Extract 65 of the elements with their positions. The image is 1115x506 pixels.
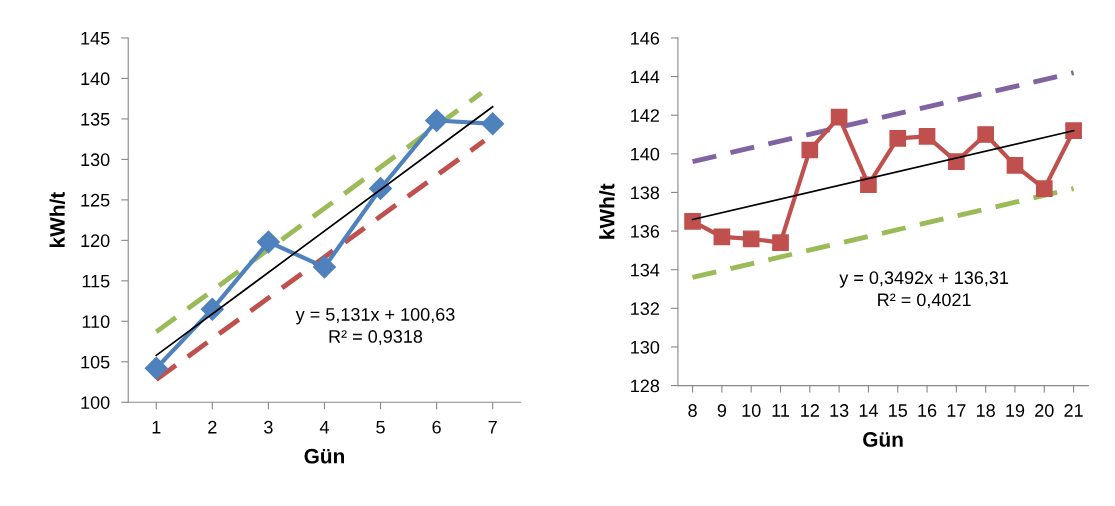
y-tick-label: 138 [631, 186, 660, 200]
point [256, 230, 280, 254]
point [742, 230, 760, 248]
y-tick-label: 120 [81, 234, 110, 248]
x-tick-label: 7 [488, 420, 497, 434]
point [684, 213, 701, 230]
x-tick-label: 12 [801, 404, 819, 417]
x-tick-label: 16 [918, 404, 937, 417]
y-tick-label: 144 [631, 70, 660, 84]
point [918, 128, 936, 145]
y-tick-label: 145 [81, 32, 110, 45]
y-tick-label: 125 [81, 193, 110, 207]
y-axis-title: kWh/t [599, 183, 615, 239]
x-tick-label: 6 [432, 420, 441, 434]
point [481, 112, 505, 136]
point [1006, 157, 1024, 174]
x-axis-title: Gün [304, 448, 344, 464]
x-tick-label: 4 [319, 420, 329, 434]
point [713, 228, 731, 246]
annotation: y = 5,131x + 100,63 R² = 0,9318 [295, 308, 455, 346]
x-tick-label: 3 [264, 420, 273, 434]
y-tick-label: 140 [81, 72, 110, 86]
y-tick-label: 100 [81, 396, 110, 409]
y-tick-label: 132 [631, 302, 659, 316]
point [312, 255, 336, 279]
point [144, 356, 168, 380]
point [1035, 180, 1053, 197]
point [425, 109, 449, 133]
point [830, 108, 848, 126]
x-tick-label: 18 [977, 404, 995, 417]
point [889, 130, 907, 147]
y-tick-label: 136 [631, 225, 660, 238]
annotation: y = 0,3492x + 136,31 R² = 0,4021 [839, 271, 1009, 309]
y-tick-label: 142 [631, 109, 659, 122]
y-tick-label: 115 [82, 274, 110, 288]
y-tick-label: 140 [631, 147, 660, 161]
x-axis-title: Gün [863, 432, 903, 447]
x-tick-label: 17 [947, 404, 966, 417]
y-tick-label: 146 [631, 31, 660, 45]
x-tick-label: 21 [1064, 404, 1083, 417]
x-tick-label: 1 [152, 420, 161, 434]
y-tick-label: 134 [631, 263, 660, 277]
x-tick-label: 14 [859, 404, 878, 417]
x-tick-label: 2 [208, 420, 217, 434]
x-tick-label: 13 [830, 404, 849, 417]
y-tick-label: 128 [631, 379, 660, 393]
x-tick-label: 8 [688, 404, 697, 417]
point [977, 126, 994, 143]
point [1065, 122, 1082, 139]
y-tick-label: 130 [631, 340, 660, 354]
point [772, 234, 789, 251]
x-tick-label: 20 [1035, 404, 1054, 417]
y-tick-label: 105 [81, 355, 110, 369]
y-tick-label: 110 [82, 315, 110, 329]
x-tick-label: 5 [376, 420, 385, 434]
point [801, 141, 819, 159]
y-tick-label: 135 [81, 112, 110, 126]
x-tick-label: 11 [772, 404, 789, 417]
x-tick-label: 19 [1006, 404, 1025, 417]
x-tick-label: 15 [889, 404, 908, 417]
y-axis-title: kWh/t [49, 192, 66, 247]
x-tick-label: 9 [717, 404, 727, 417]
point [860, 176, 877, 194]
y-tick-label: 130 [81, 153, 110, 167]
x-tick-label: 10 [742, 404, 761, 417]
